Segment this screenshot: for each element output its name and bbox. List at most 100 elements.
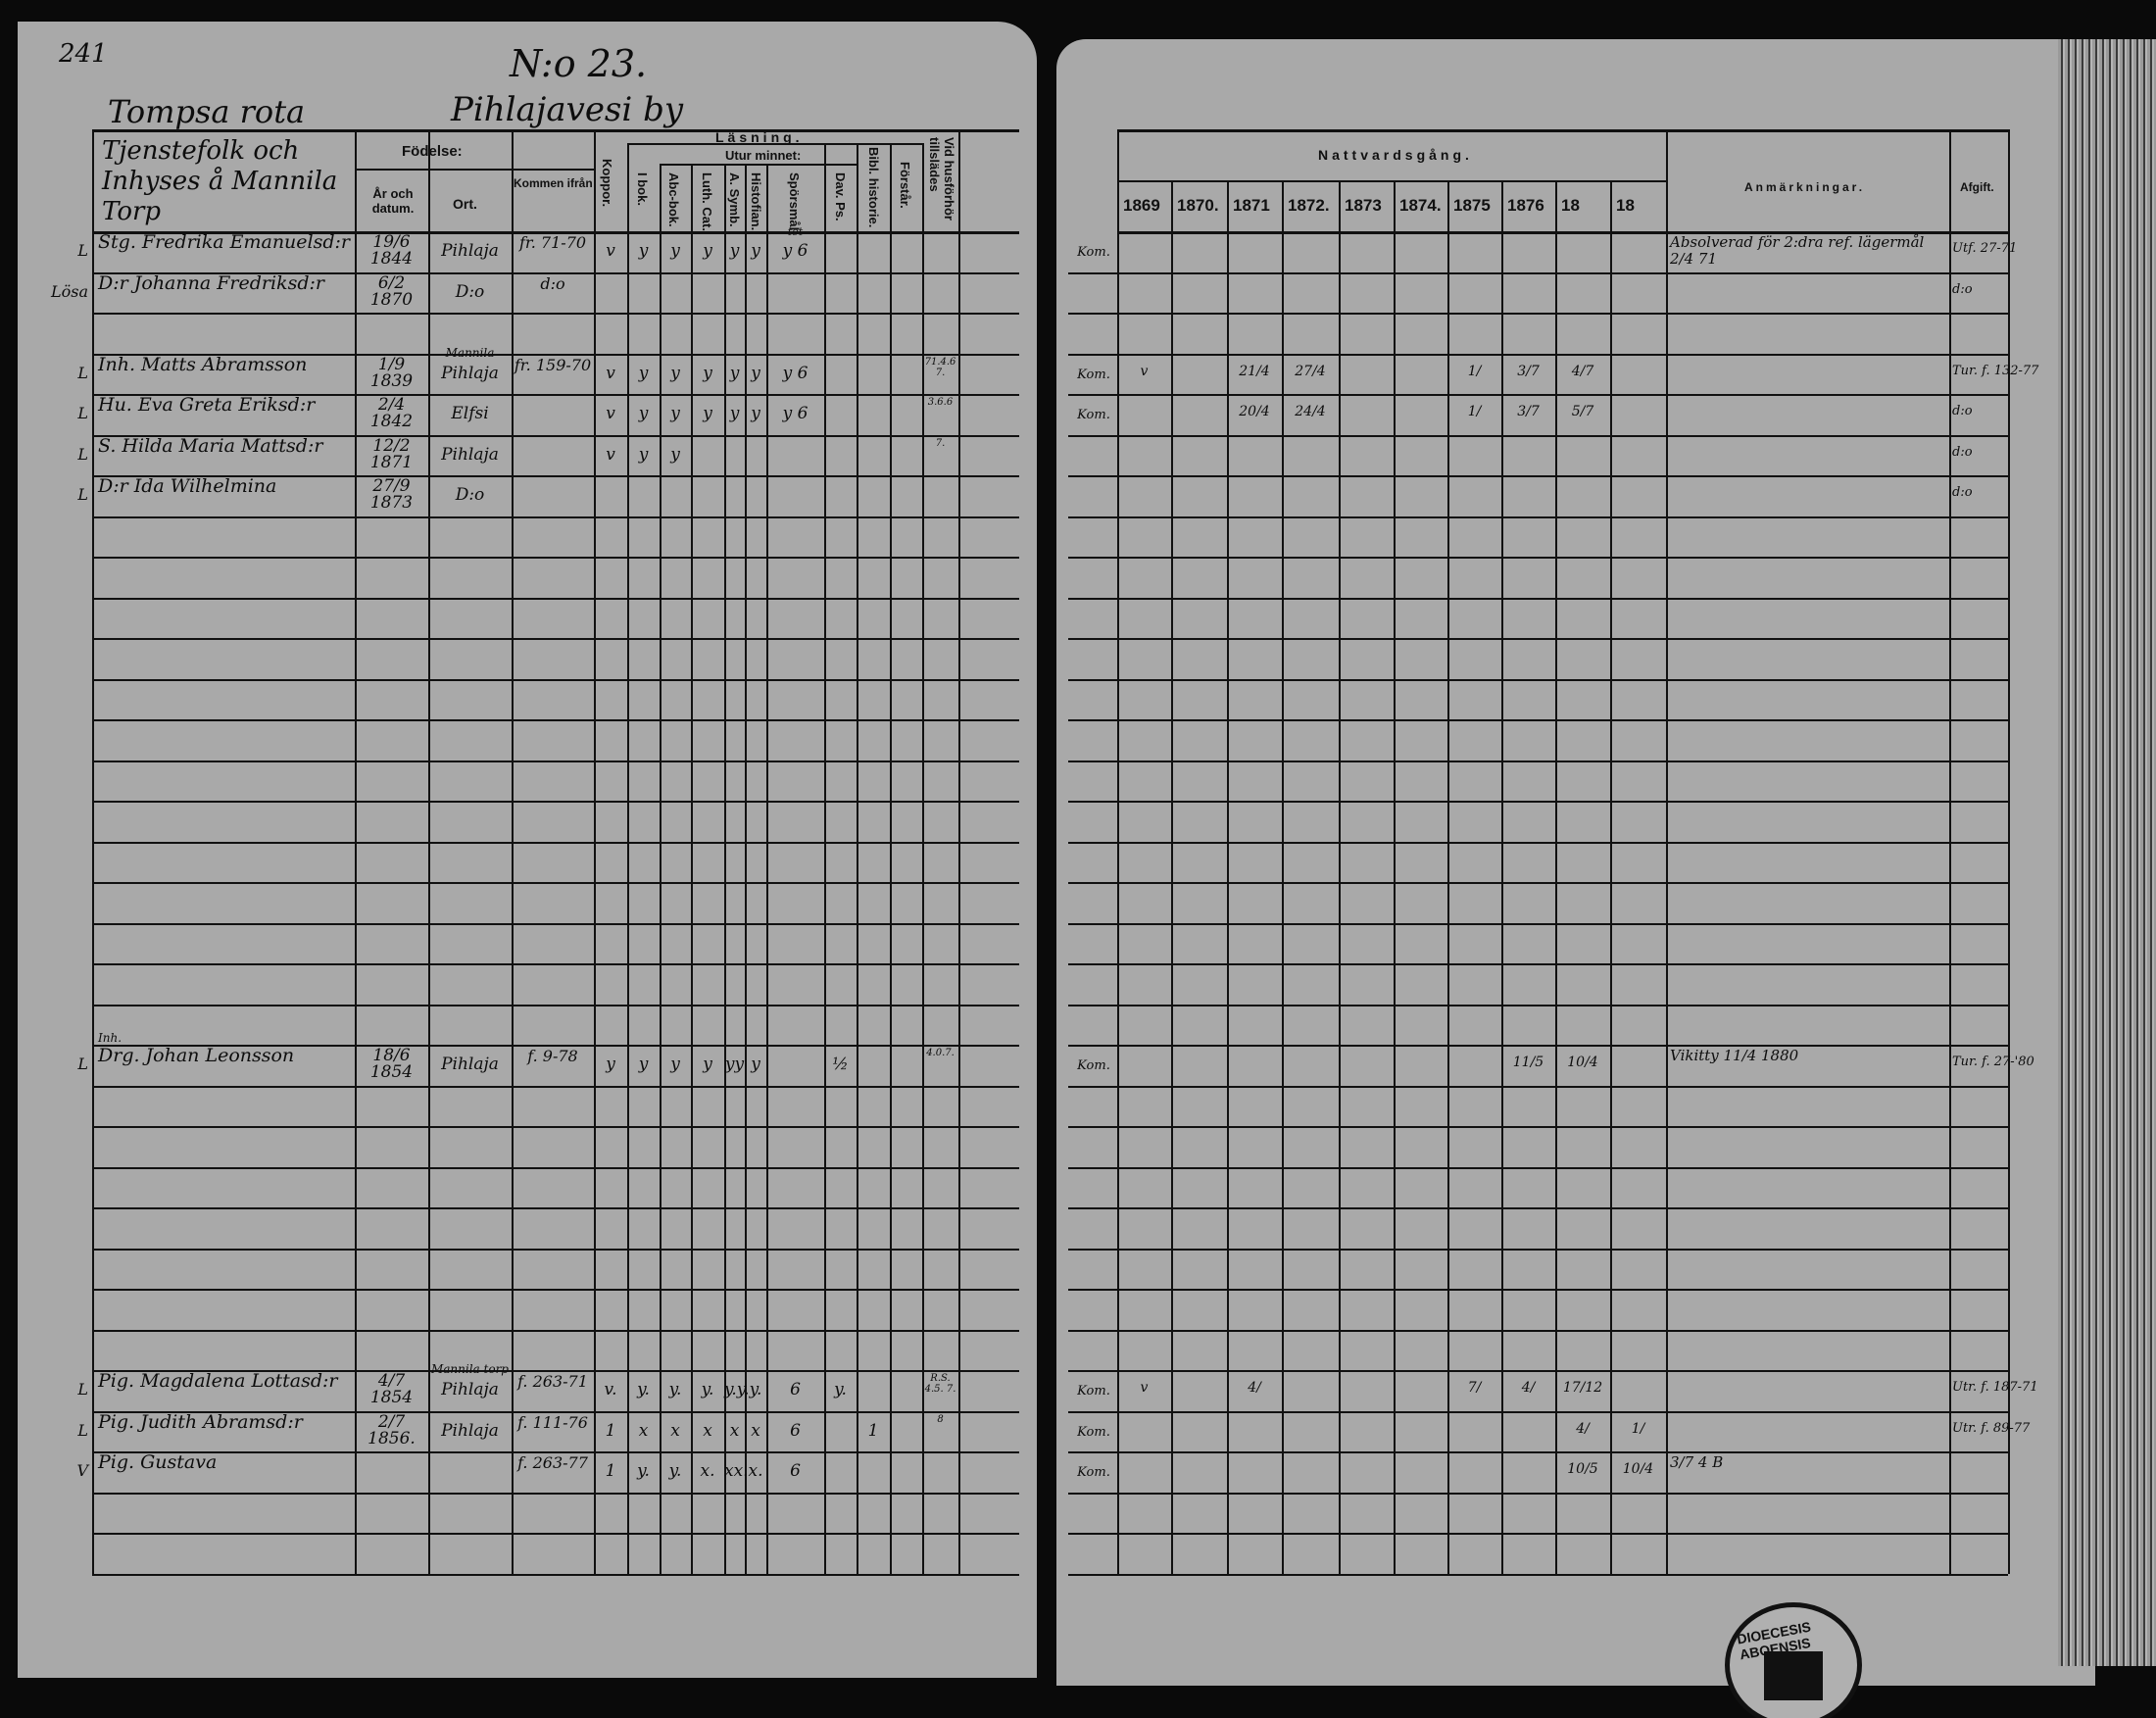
reading-mark: y. bbox=[668, 1380, 682, 1399]
row-margin-mark: L bbox=[77, 1055, 88, 1073]
birth-place: Elfsi bbox=[451, 404, 489, 423]
year-header: 1869 bbox=[1123, 196, 1160, 215]
column-rule bbox=[691, 164, 693, 1574]
birth-place: Pihlaja bbox=[441, 241, 499, 261]
place-note: Mannila torp bbox=[430, 1362, 509, 1376]
row-rule bbox=[1068, 597, 2008, 600]
reading-mark: y bbox=[703, 241, 712, 261]
reading-mark: y. bbox=[834, 1380, 847, 1399]
reading-mark: 1 bbox=[605, 1461, 616, 1481]
row-rule bbox=[1068, 963, 2008, 965]
reading-mark: y bbox=[729, 241, 740, 261]
birth-place: Pihlaja bbox=[441, 1055, 499, 1074]
birth-date: 6/2 1870 bbox=[369, 272, 414, 310]
row-rule bbox=[1068, 1248, 2008, 1251]
row-rule bbox=[1068, 394, 2008, 396]
reading-mark: y bbox=[638, 363, 649, 383]
reading-mark: v bbox=[606, 241, 615, 261]
departure-note: d:o bbox=[1952, 485, 1973, 500]
row-rule bbox=[92, 1207, 1019, 1209]
reading-mark: x bbox=[751, 1420, 760, 1441]
header-forstar: Förstår. bbox=[898, 162, 912, 209]
column-rule bbox=[1117, 129, 1119, 1574]
communion-date: 17/12 bbox=[1562, 1380, 1603, 1396]
column-rule bbox=[1447, 180, 1449, 1574]
came-from: d:o bbox=[540, 273, 565, 293]
reading-mark: y bbox=[638, 1055, 649, 1074]
header-ort: Ort. bbox=[453, 196, 477, 212]
header-bibl: Bibl. historie. bbox=[866, 147, 881, 228]
row-rule bbox=[1068, 1370, 2008, 1372]
column-rule bbox=[1227, 180, 1229, 1574]
birth-place: Pihlaja bbox=[441, 363, 499, 383]
header-a-symb: A. Symb. bbox=[727, 172, 742, 227]
rote-title: Tompsa rota bbox=[108, 93, 306, 130]
person-name: Stg. Fredrika Emanuelsd:r bbox=[98, 231, 351, 253]
reading-mark: x bbox=[638, 1420, 649, 1441]
row-rule bbox=[1068, 1533, 2008, 1535]
reading-mark: v bbox=[606, 363, 615, 383]
row-rule bbox=[92, 1370, 1019, 1372]
communion-date: 3/7 bbox=[1517, 363, 1540, 379]
column-rule bbox=[627, 143, 629, 1574]
header-fodelse: Födelse: bbox=[402, 143, 463, 160]
came-from: f. 263-77 bbox=[517, 1453, 588, 1472]
column-rule bbox=[890, 143, 892, 1574]
column-rule bbox=[2008, 129, 2010, 1574]
row-rule bbox=[92, 801, 1019, 803]
header-vid-husforhor: Vid husförhör tillslädes bbox=[927, 137, 956, 221]
row-margin-mark: L bbox=[77, 1380, 88, 1399]
row-rule bbox=[92, 1004, 1019, 1006]
reading-mark: y bbox=[638, 404, 649, 423]
year-header: 1871 bbox=[1233, 196, 1270, 215]
row-margin-mark: L bbox=[77, 1420, 88, 1440]
reading-mark: y bbox=[670, 404, 680, 423]
group-label: Tjenstefolk och Inhyses å Mannila Torp bbox=[102, 136, 338, 226]
birth-place: Pihlaja bbox=[441, 1380, 499, 1399]
communion-status: Kom. bbox=[1077, 245, 1110, 260]
place-note: Mannila bbox=[445, 345, 495, 360]
year-header: 1870. bbox=[1177, 196, 1219, 215]
reading-mark: y bbox=[703, 404, 712, 423]
communion-status: Kom. bbox=[1077, 1058, 1110, 1073]
communion-status: Kom. bbox=[1077, 1384, 1110, 1399]
column-rule bbox=[1501, 180, 1503, 1574]
reading-mark: v bbox=[606, 404, 615, 423]
left-page bbox=[18, 22, 1037, 1678]
row-rule bbox=[92, 1289, 1019, 1291]
person-name: D:r Johanna Fredriksd:r bbox=[98, 271, 324, 294]
row-rule bbox=[1068, 557, 2008, 559]
header-anmarkningar: Anmärkningar. bbox=[1744, 180, 1866, 194]
examination-note: 3.6.6 bbox=[927, 397, 954, 408]
reading-mark: x bbox=[729, 1420, 740, 1441]
column-rule bbox=[92, 129, 94, 1574]
person-name: Drg. Johan Leonsson bbox=[98, 1045, 295, 1066]
header-luth-cat: Luth. Cat. bbox=[700, 172, 714, 231]
row-rule bbox=[1068, 271, 2008, 274]
remark: Absolverad för 2:dra ref. lägermål 2/4 7… bbox=[1670, 233, 1925, 268]
reading-mark: y. bbox=[637, 1380, 650, 1399]
reading-mark: y bbox=[703, 363, 712, 383]
reading-mark: y bbox=[670, 241, 680, 261]
communion-date: 20/4 bbox=[1239, 404, 1270, 419]
row-rule bbox=[92, 760, 1019, 762]
diocese-stamp: DIOECESIS ABOENSIS bbox=[1725, 1602, 1862, 1718]
reading-mark: y bbox=[638, 241, 649, 261]
column-rule bbox=[594, 129, 596, 1574]
examination-note: R.S. 4.5. 7. bbox=[924, 1373, 956, 1395]
row-rule bbox=[92, 597, 1019, 600]
nattvard-divider bbox=[1117, 180, 1666, 182]
person-name: Pig. Gustava bbox=[98, 1451, 218, 1473]
reading-mark: y bbox=[751, 363, 760, 383]
column-rule bbox=[745, 164, 747, 1574]
person-name: D:r Ida Wilhelmina bbox=[98, 475, 277, 497]
birth-place: D:o bbox=[455, 281, 485, 302]
reading-mark: y bbox=[703, 1055, 712, 1074]
departure-note: Tur. f. 132-77 bbox=[1952, 363, 2039, 378]
row-rule bbox=[92, 557, 1019, 559]
communion-status: Kom. bbox=[1077, 1465, 1110, 1480]
communion-status: Kom. bbox=[1077, 367, 1110, 382]
column-rule bbox=[857, 143, 858, 1574]
reading-mark: y.y. bbox=[724, 1380, 750, 1399]
